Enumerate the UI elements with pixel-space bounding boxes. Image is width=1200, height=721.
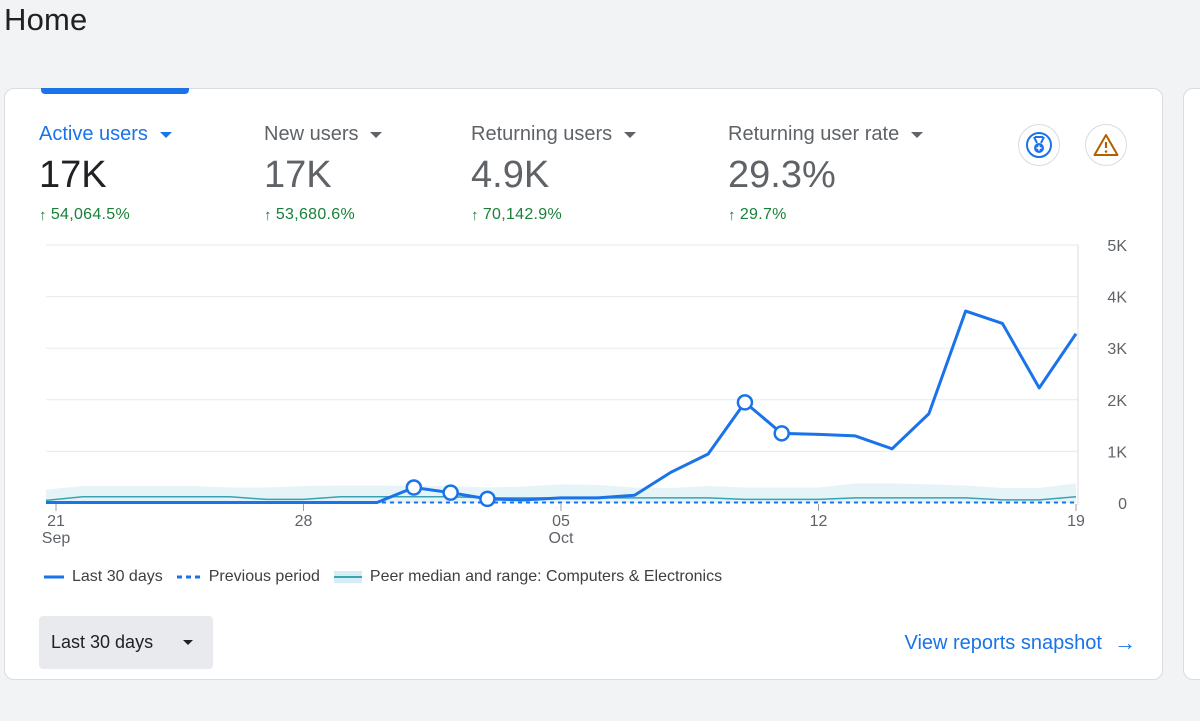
metric-label-text: Active users [39, 123, 148, 145]
y-tick-label: 0 [1118, 496, 1127, 513]
legend-item-previous-period[interactable]: Previous period [176, 568, 320, 586]
chart-gridlines [46, 244, 1079, 505]
data-point-marker[interactable] [773, 425, 790, 442]
arrow-up-icon: ↑ [39, 206, 47, 224]
peer-range-area [46, 483, 1076, 503]
dropdown-caret-icon[interactable] [911, 131, 924, 138]
metric-label-text: Returning user rate [728, 123, 900, 145]
dropdown-caret-icon [183, 640, 193, 645]
alert-button[interactable] [1085, 124, 1127, 166]
view-link-text: View reports snapshot [904, 631, 1102, 654]
legend-solid-line-icon [44, 575, 64, 579]
y-axis-ticks: 0 1K 2K 3K 4K 5K [1107, 238, 1127, 513]
metric-change-text: 53,680.6% [275, 206, 356, 223]
dropdown-caret-icon[interactable] [159, 131, 172, 138]
dropdown-caret-icon[interactable] [624, 131, 637, 138]
chart-legend: Last 30 days Previous period Peer median… [44, 568, 736, 586]
arrow-up-icon: ↑ [471, 206, 479, 224]
metric-label-text: Returning users [471, 123, 613, 145]
data-point-marker[interactable] [405, 479, 423, 496]
legend-label: Last 30 days [72, 568, 163, 585]
y-tick-label: 2K [1107, 393, 1127, 410]
selected-tab-indicator [41, 88, 189, 94]
chart-series [45, 309, 1078, 504]
metric-change: ↑ 53,680.6% [264, 206, 382, 224]
date-range-select[interactable]: Last 30 days [39, 616, 213, 669]
data-point-marker[interactable] [442, 484, 459, 501]
y-tick-label: 1K [1107, 444, 1127, 461]
view-reports-snapshot-link[interactable]: View reports snapshot → [904, 630, 1136, 656]
data-point-marker[interactable] [479, 490, 496, 508]
legend-band-icon [333, 571, 362, 583]
warning-icon [1093, 134, 1119, 156]
metric-value: 4.9K [471, 154, 550, 196]
metric-label[interactable]: Returning users [471, 123, 637, 146]
metric-new-users[interactable]: New users 17K ↑ 53,680.6% [264, 123, 383, 224]
chart-markers[interactable] [405, 394, 790, 508]
x-tick-label: 12 [810, 513, 828, 530]
legend-item-last-30-days[interactable]: Last 30 days [44, 568, 163, 586]
arrow-right-icon: → [1114, 630, 1136, 655]
overview-card [4, 88, 1163, 680]
last-30-days-line [46, 309, 1078, 504]
arrow-up-icon: ↑ [264, 206, 272, 224]
x-tick-label: 05 [552, 513, 570, 530]
x-tick-month-label: Oct [549, 530, 574, 547]
metric-label[interactable]: Returning user rate [728, 123, 924, 146]
metric-value: 17K [39, 154, 107, 196]
metric-returning-users[interactable]: Returning users 4.9K ↑ 70,142.9% [471, 123, 637, 224]
legend-dashed-line-icon [176, 575, 201, 579]
x-tick-month-label: Sep [42, 530, 71, 547]
dropdown-caret-icon[interactable] [370, 131, 383, 138]
medal-icon [1026, 132, 1052, 158]
metric-change-text: 70,142.9% [482, 206, 563, 223]
x-tick-label: 19 [1067, 513, 1085, 530]
metric-change-text: 29.7% [739, 206, 787, 223]
metric-active-users[interactable]: Active users 17K ↑ 54,064.5% [39, 123, 172, 224]
x-tick-label: 28 [295, 513, 313, 530]
metric-label[interactable]: New users [264, 123, 383, 146]
x-tick-label: 21 [47, 513, 65, 530]
next-card [1183, 88, 1200, 680]
peer-range-band [46, 483, 1076, 503]
metric-returning-user-rate[interactable]: Returning user rate 29.3% ↑ 29.7% [728, 123, 924, 224]
y-tick-label: 3K [1107, 341, 1127, 358]
date-range-value: Last 30 days [51, 632, 154, 652]
metric-value: 17K [264, 154, 332, 196]
metric-change: ↑ 54,064.5% [39, 206, 172, 224]
metric-change-text: 54,064.5% [50, 206, 131, 223]
legend-label: Peer median and range: Computers & Elect… [369, 568, 723, 585]
legend-label: Previous period [208, 568, 320, 585]
data-point-marker[interactable] [736, 394, 754, 411]
page-title: Home [4, 2, 88, 37]
arrow-up-icon: ↑ [728, 206, 736, 224]
metric-change: ↑ 70,142.9% [471, 206, 636, 224]
metric-label-text: New users [264, 123, 359, 145]
insights-button[interactable] [1018, 124, 1060, 166]
y-tick-label: 5K [1107, 238, 1127, 255]
metric-change: ↑ 29.7% [728, 206, 923, 224]
y-tick-label: 4K [1107, 290, 1127, 307]
metric-label[interactable]: Active users [39, 123, 172, 146]
metric-value: 29.3% [728, 154, 836, 196]
legend-item-peer-median[interactable]: Peer median and range: Computers & Elect… [333, 568, 723, 586]
